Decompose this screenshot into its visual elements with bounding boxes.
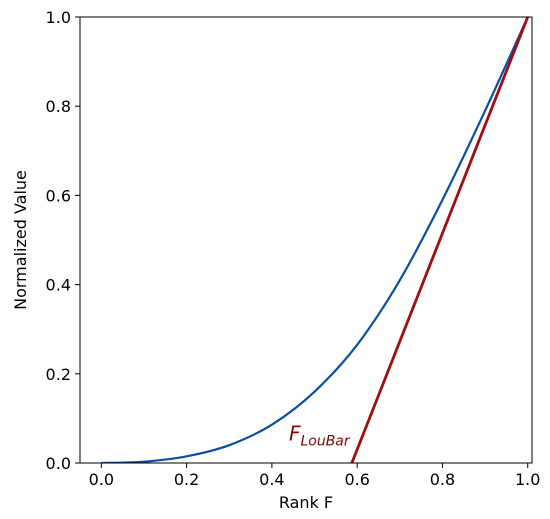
- series-line-2: [350, 17, 530, 463]
- plot-area: [80, 17, 532, 463]
- axes-frame: [79, 16, 533, 464]
- annotation-subscript: LouBar: [300, 434, 350, 450]
- y-tick-label: 0.8: [46, 97, 71, 116]
- y-tick-label: 0.0: [46, 454, 71, 473]
- y-tick-label: 0.4: [46, 276, 71, 295]
- annotation-label: FLouBar: [289, 422, 351, 450]
- annotation-main: F: [289, 422, 301, 446]
- y-tick-label: 0.6: [46, 186, 71, 205]
- x-tick-label: 0.6: [344, 470, 369, 489]
- labels-layer: 0.0 0.2 0.4 0.6 0.8 1.0 0.0 0.2 0.4 0.6 0.8 1.0 Rank…: [11, 8, 540, 512]
- y-tick-label: 1.0: [46, 8, 71, 27]
- x-tick-label: 0.0: [89, 470, 114, 489]
- x-axis-title: Rank F: [279, 493, 333, 512]
- x-tick-label: 0.4: [259, 470, 284, 489]
- x-tick-label: 1.0: [515, 470, 540, 489]
- x-tick-label: 0.8: [430, 470, 455, 489]
- series-line-1: [101, 17, 529, 463]
- y-axis-title: Normalized Value: [11, 170, 30, 310]
- x-tick-label: 0.2: [174, 470, 199, 489]
- axes-layer: [75, 16, 533, 468]
- series-layer: [101, 17, 530, 463]
- y-tick-label: 0.2: [46, 365, 71, 384]
